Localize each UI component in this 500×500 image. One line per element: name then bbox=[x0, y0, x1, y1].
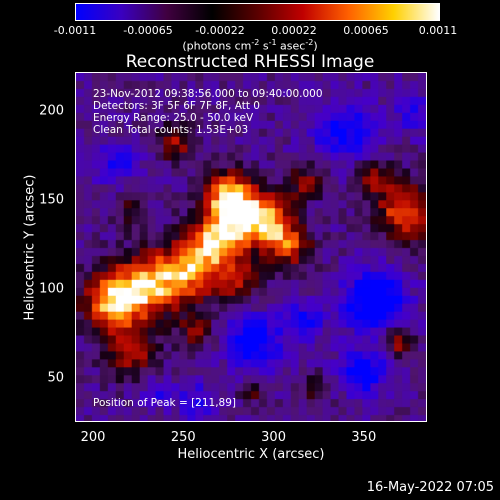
colorbar bbox=[75, 3, 440, 21]
colorbar-ticks: -0.0011 -0.00065 -0.00022 0.00022 0.0006… bbox=[0, 0, 500, 40]
x-tick-label: 350 bbox=[351, 430, 377, 445]
colorbar-units: (photons cm-2 s-1 asec-2) bbox=[182, 38, 318, 53]
y-tick-label: 100 bbox=[39, 281, 64, 297]
info-clean: Clean Total counts: 1.53E+03 bbox=[93, 124, 249, 136]
x-tick-label: 300 bbox=[261, 430, 286, 445]
y-axis-label: Heliocentric Y (arcsec) bbox=[22, 174, 38, 321]
heatmap-image bbox=[76, 73, 426, 421]
y-tick-label: 50 bbox=[47, 370, 64, 386]
x-tick-label: 200 bbox=[80, 430, 106, 445]
x-axis-label: Heliocentric X (arcsec) bbox=[177, 447, 325, 462]
colorbar-tick: 0.00065 bbox=[343, 24, 389, 37]
peak-position-label: Position of Peak = [211,89] bbox=[93, 397, 237, 409]
colorbar-tick: 0.00022 bbox=[271, 24, 317, 37]
info-energy: Energy Range: 25.0 - 50.0 keV bbox=[93, 112, 254, 124]
y-tick-label: 150 bbox=[39, 192, 64, 208]
y-tick-label: 200 bbox=[39, 103, 64, 119]
chart-title: Reconstructed RHESSI Image bbox=[125, 52, 375, 72]
colorbar-tick: -0.00022 bbox=[195, 24, 245, 37]
date-stamp: 16-May-2022 07:05 bbox=[366, 480, 494, 495]
colorbar-tick: -0.0011 bbox=[53, 24, 97, 37]
x-tick-label: 250 bbox=[170, 430, 196, 445]
info-detectors: Detectors: 3F 5F 6F 7F 8F, Att 0 bbox=[93, 100, 260, 112]
colorbar-tick: -0.00065 bbox=[123, 24, 173, 37]
info-time: 23-Nov-2012 09:38:56.000 to 09:40:00.000 bbox=[93, 88, 323, 100]
plot-area: 23-Nov-2012 09:38:56.000 to 09:40:00.000… bbox=[75, 72, 427, 422]
colorbar-tick: 0.0011 bbox=[418, 24, 458, 37]
